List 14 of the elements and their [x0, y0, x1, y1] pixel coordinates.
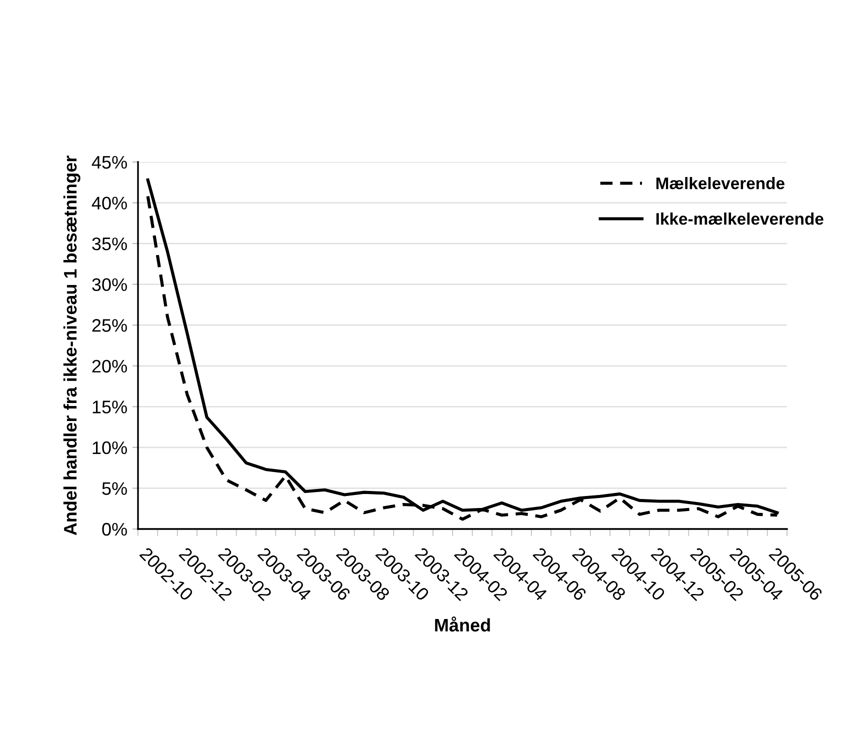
y-tick-label: 30%	[92, 278, 127, 292]
y-tick-label: 10%	[92, 441, 127, 454]
y-tick-label: 0%	[102, 522, 127, 536]
y-tick-label: 35%	[92, 237, 127, 250]
y-tick-label: 45%	[92, 156, 127, 169]
y-tick-label: 15%	[92, 400, 127, 414]
legend-label: Ikke-mælkeleverende	[656, 212, 824, 225]
legend-label: Mælkeleverende	[656, 177, 784, 190]
y-tick-label: 25%	[92, 319, 127, 332]
y-tick-label: 20%	[92, 360, 127, 373]
y-tick-label: 40%	[92, 196, 127, 210]
y-axis-title: Andel handler fra ikke-niveau 1 besætninger	[63, 156, 80, 536]
x-axis-title: Måned	[435, 616, 490, 632]
y-tick-label: 5%	[102, 482, 127, 495]
